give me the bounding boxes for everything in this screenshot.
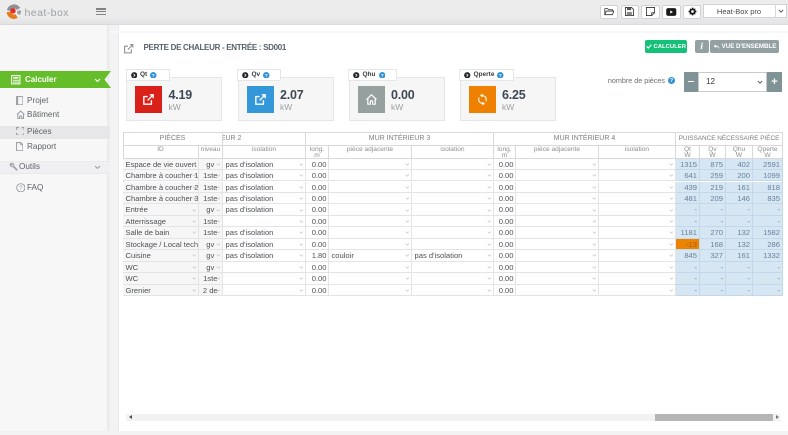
svg-text:?: ? bbox=[265, 72, 268, 77]
svg-text:?: ? bbox=[499, 72, 502, 77]
svg-text:?: ? bbox=[380, 72, 383, 77]
svg-text:?: ? bbox=[19, 185, 23, 192]
svg-text:?: ? bbox=[670, 78, 673, 84]
svg-text:?: ? bbox=[152, 72, 155, 77]
